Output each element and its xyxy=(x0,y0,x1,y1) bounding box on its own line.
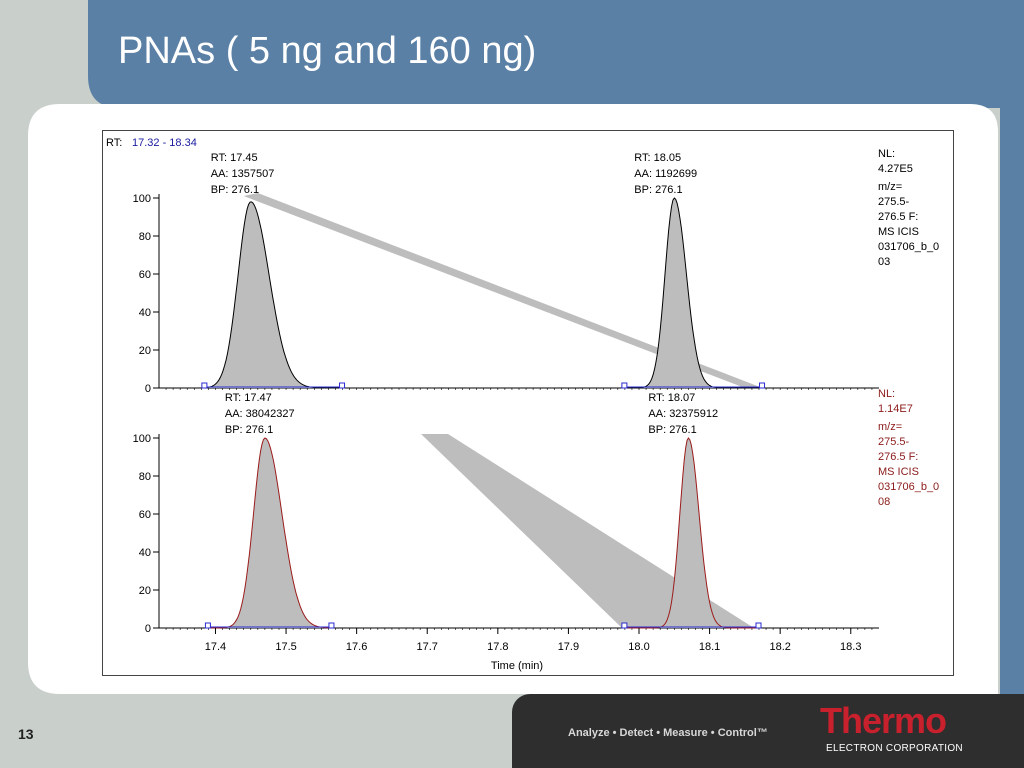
peak-label: AA: 1357507 xyxy=(211,168,275,180)
peak-label: BP: 276.1 xyxy=(648,424,696,436)
scan-info-line: 275.5- xyxy=(878,436,910,448)
scan-info-line: 276.5 F: xyxy=(878,451,918,463)
chromatogram-svg: RT: 17.32 - 18.34 0 20 40 60 80 100 RT: 17.45 AA:… xyxy=(106,137,940,672)
peak-label: AA: 1192699 xyxy=(634,168,697,180)
nl-label: NL: xyxy=(878,148,895,160)
logo-subtitle: ELECTRON CORPORATION xyxy=(826,743,963,754)
scan-info-line: 03 xyxy=(878,256,890,268)
y-tick-label: 20 xyxy=(139,585,151,597)
panel-top: 0 20 40 60 80 100 RT: 17.45 AA: 1357507 BP: 276.… xyxy=(133,148,940,395)
footer-bar xyxy=(512,694,1024,768)
peak-trace-1 xyxy=(624,437,759,629)
y-tick-label: 60 xyxy=(139,269,151,281)
y-tick-label: 40 xyxy=(139,547,151,559)
scan-info-line: 08 xyxy=(878,496,890,508)
x-axis-title: Time (min) xyxy=(491,660,543,672)
peak-label: RT: 18.07 xyxy=(648,392,695,404)
chromatogram-chart: RT: 17.32 - 18.34 0 20 40 60 80 100 RT: 17.45 AA:… xyxy=(102,130,954,676)
y-tick-label: 20 xyxy=(139,345,151,357)
integration-marker xyxy=(201,382,208,389)
nl-label: NL: xyxy=(878,388,895,400)
scan-info-line: 031706_b_0 xyxy=(878,481,939,493)
page-number: 13 xyxy=(18,726,34,742)
panel-bottom: 0 20 40 60 80 100 RT: 17.47 AA: 38042327 BP: 276… xyxy=(133,388,940,635)
slide-title: PNAs ( 5 ng and 160 ng) xyxy=(118,30,537,72)
peak-label: RT: 18.05 xyxy=(634,152,681,164)
x-tick-label: 18.0 xyxy=(628,641,649,653)
integration-marker xyxy=(755,622,762,629)
y-tick-label: 100 xyxy=(133,433,151,445)
x-tick-label: 18.3 xyxy=(840,641,861,653)
integration-marker xyxy=(328,622,335,629)
thermo-logo: Thermo xyxy=(820,700,947,741)
link-band xyxy=(421,434,754,628)
scan-info-line: 031706_b_0 xyxy=(878,241,939,253)
y-tick-label: 0 xyxy=(145,383,151,395)
peak-label: RT: 17.45 xyxy=(211,152,258,164)
scan-info-line: m/z= xyxy=(878,421,902,433)
scan-info-line: 276.5 F: xyxy=(878,211,918,223)
peak-area-0 xyxy=(204,201,343,388)
peak-label: AA: 32375912 xyxy=(648,408,718,420)
peak-area-1 xyxy=(624,198,763,388)
integration-marker xyxy=(621,622,628,629)
footer-tagline: Analyze • Detect • Measure • Control™ xyxy=(568,727,768,739)
integration-marker xyxy=(759,382,766,389)
integration-marker xyxy=(204,622,211,629)
peak-area-0 xyxy=(208,438,332,628)
peak-link-bands xyxy=(243,193,763,628)
x-tick-label: 17.6 xyxy=(346,641,367,653)
peak-label: BP: 276.1 xyxy=(211,184,259,196)
y-tick-label: 80 xyxy=(139,471,151,483)
scan-info-line: m/z= xyxy=(878,181,902,193)
x-axis: 17.4 17.5 17.6 17.7 17.8 17.9 18.0 18.1 18.2 18.3… xyxy=(205,628,861,672)
nl-value: 4.27E5 xyxy=(878,163,913,175)
peak-label: BP: 276.1 xyxy=(225,424,273,436)
x-tick-label: 17.7 xyxy=(417,641,438,653)
rt-range-value: 17.32 - 18.34 xyxy=(132,137,197,149)
x-tick-label: 17.5 xyxy=(275,641,296,653)
scan-info-line: MS ICIS xyxy=(878,226,919,238)
y-tick-label: 80 xyxy=(139,231,151,243)
scan-info-line: 275.5- xyxy=(878,196,910,208)
peak-label: BP: 276.1 xyxy=(634,184,682,196)
x-tick-label: 17.8 xyxy=(487,641,508,653)
peak-trace-1 xyxy=(624,197,762,389)
integration-marker xyxy=(621,382,628,389)
y-tick-label: 40 xyxy=(139,307,151,319)
scan-info-line: MS ICIS xyxy=(878,466,919,478)
x-tick-label: 18.2 xyxy=(769,641,790,653)
y-tick-label: 60 xyxy=(139,509,151,521)
nl-value: 1.14E7 xyxy=(878,403,913,415)
link-band xyxy=(243,193,763,388)
peak-trace-0 xyxy=(204,201,342,389)
x-tick-label: 17.4 xyxy=(205,641,226,653)
y-tick-label: 100 xyxy=(133,193,151,205)
rt-range-label: RT: xyxy=(106,137,122,149)
x-tick-label: 18.1 xyxy=(699,641,720,653)
x-tick-label: 17.9 xyxy=(558,641,579,653)
integration-marker xyxy=(339,382,346,389)
peak-area-1 xyxy=(624,438,759,628)
peak-label: RT: 17.47 xyxy=(225,392,272,404)
peak-label: AA: 38042327 xyxy=(225,408,295,420)
y-tick-label: 0 xyxy=(145,623,151,635)
